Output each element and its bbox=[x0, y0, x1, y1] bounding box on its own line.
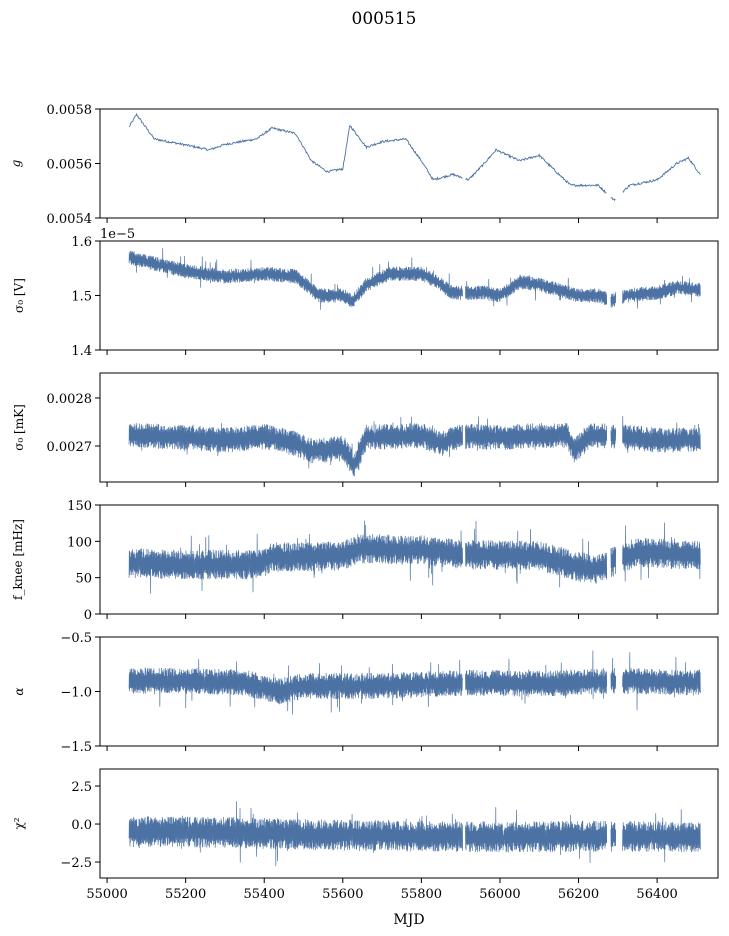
data-series-line bbox=[610, 197, 616, 202]
panel-6: 55000 55200 55400 55600 55800 56000 56200 56400… bbox=[12, 768, 719, 902]
y-tick-label: 0.0056 bbox=[47, 158, 93, 173]
x-tick-label: 55400 bbox=[244, 887, 285, 902]
data-series-line bbox=[128, 112, 463, 181]
data-series-line bbox=[622, 522, 701, 582]
axes-frame bbox=[99, 108, 719, 219]
panel-2: 1.4 1.5 1.6 1e−5 σ₀ [V] bbox=[12, 227, 719, 359]
panel-3: 0.0027 0.0028 σ₀ [mK] bbox=[12, 372, 719, 487]
data-series-line bbox=[128, 520, 463, 594]
data-series-line bbox=[465, 521, 608, 588]
data-series-line bbox=[622, 275, 701, 309]
data-series-line bbox=[465, 650, 608, 704]
data-series-line bbox=[610, 821, 617, 852]
y-tick-label: −1.0 bbox=[60, 686, 92, 701]
y-tick-label: 1.5 bbox=[71, 290, 92, 305]
data-series-line bbox=[465, 807, 608, 864]
y-axis-label: g bbox=[9, 159, 23, 167]
y-offset-label: 1e−5 bbox=[100, 227, 135, 242]
x-axis-label: MJD bbox=[393, 912, 424, 928]
x-tick-label: 56000 bbox=[479, 887, 520, 902]
y-axis-label: σ₀ [V] bbox=[12, 278, 26, 313]
figure-title: 000515 bbox=[352, 9, 417, 29]
data-series-line bbox=[128, 248, 463, 310]
y-axis-label: α bbox=[12, 687, 26, 695]
y-tick-label: 2.5 bbox=[71, 780, 92, 795]
y-axis-label: σ₀ [mK] bbox=[12, 404, 26, 451]
y-tick-label: −2.5 bbox=[60, 856, 92, 871]
data-series-line bbox=[622, 652, 701, 711]
x-tick-label: 56400 bbox=[636, 887, 677, 902]
y-axis-label: χ² bbox=[12, 817, 26, 829]
data-series-line bbox=[622, 416, 701, 453]
y-tick-label: 50 bbox=[75, 572, 92, 587]
x-tick-label: 55800 bbox=[401, 887, 442, 902]
panel-1: 0.0054 0.0056 0.0058 g bbox=[9, 103, 719, 227]
panel-5: −1.5 −1.0 −0.5 α bbox=[12, 631, 719, 755]
x-tick-label: 56200 bbox=[558, 887, 599, 902]
y-tick-label: 0 bbox=[84, 608, 92, 623]
x-tick-label: 55000 bbox=[86, 887, 127, 902]
y-axis-label: f_knee [mHz] bbox=[11, 519, 25, 600]
y-tick-label: 1.4 bbox=[71, 344, 92, 359]
data-series-line bbox=[465, 274, 608, 307]
axes-frame bbox=[99, 372, 719, 483]
y-tick-label: 0.0028 bbox=[47, 392, 93, 407]
axes-frame bbox=[99, 768, 719, 879]
data-series-line bbox=[610, 424, 617, 449]
y-tick-label: −1.5 bbox=[60, 740, 92, 755]
data-series-line bbox=[622, 809, 701, 863]
y-tick-label: 0.0054 bbox=[47, 212, 93, 227]
data-series-line bbox=[465, 148, 607, 194]
data-series-line bbox=[610, 657, 617, 694]
data-series-line bbox=[465, 416, 608, 463]
data-series-line bbox=[610, 291, 617, 308]
y-tick-label: 0.0027 bbox=[47, 440, 93, 455]
y-tick-label: 150 bbox=[67, 499, 92, 514]
y-tick-label: 0.0 bbox=[71, 818, 92, 833]
axes-frame bbox=[99, 504, 719, 615]
y-tick-label: 100 bbox=[67, 535, 92, 550]
panel-4: 0 50 100 150 f_knee [mHz] bbox=[11, 499, 719, 623]
x-tick-label: 55600 bbox=[322, 887, 363, 902]
data-series-line bbox=[622, 156, 701, 193]
data-series-line bbox=[128, 416, 463, 477]
y-tick-label: 0.0058 bbox=[47, 103, 93, 118]
y-tick-label: 1.6 bbox=[71, 235, 92, 250]
data-series-line bbox=[128, 659, 463, 715]
data-series-line bbox=[610, 546, 617, 578]
y-tick-label: −0.5 bbox=[60, 631, 92, 646]
x-tick-label: 55200 bbox=[165, 887, 206, 902]
data-series-line bbox=[128, 801, 463, 867]
